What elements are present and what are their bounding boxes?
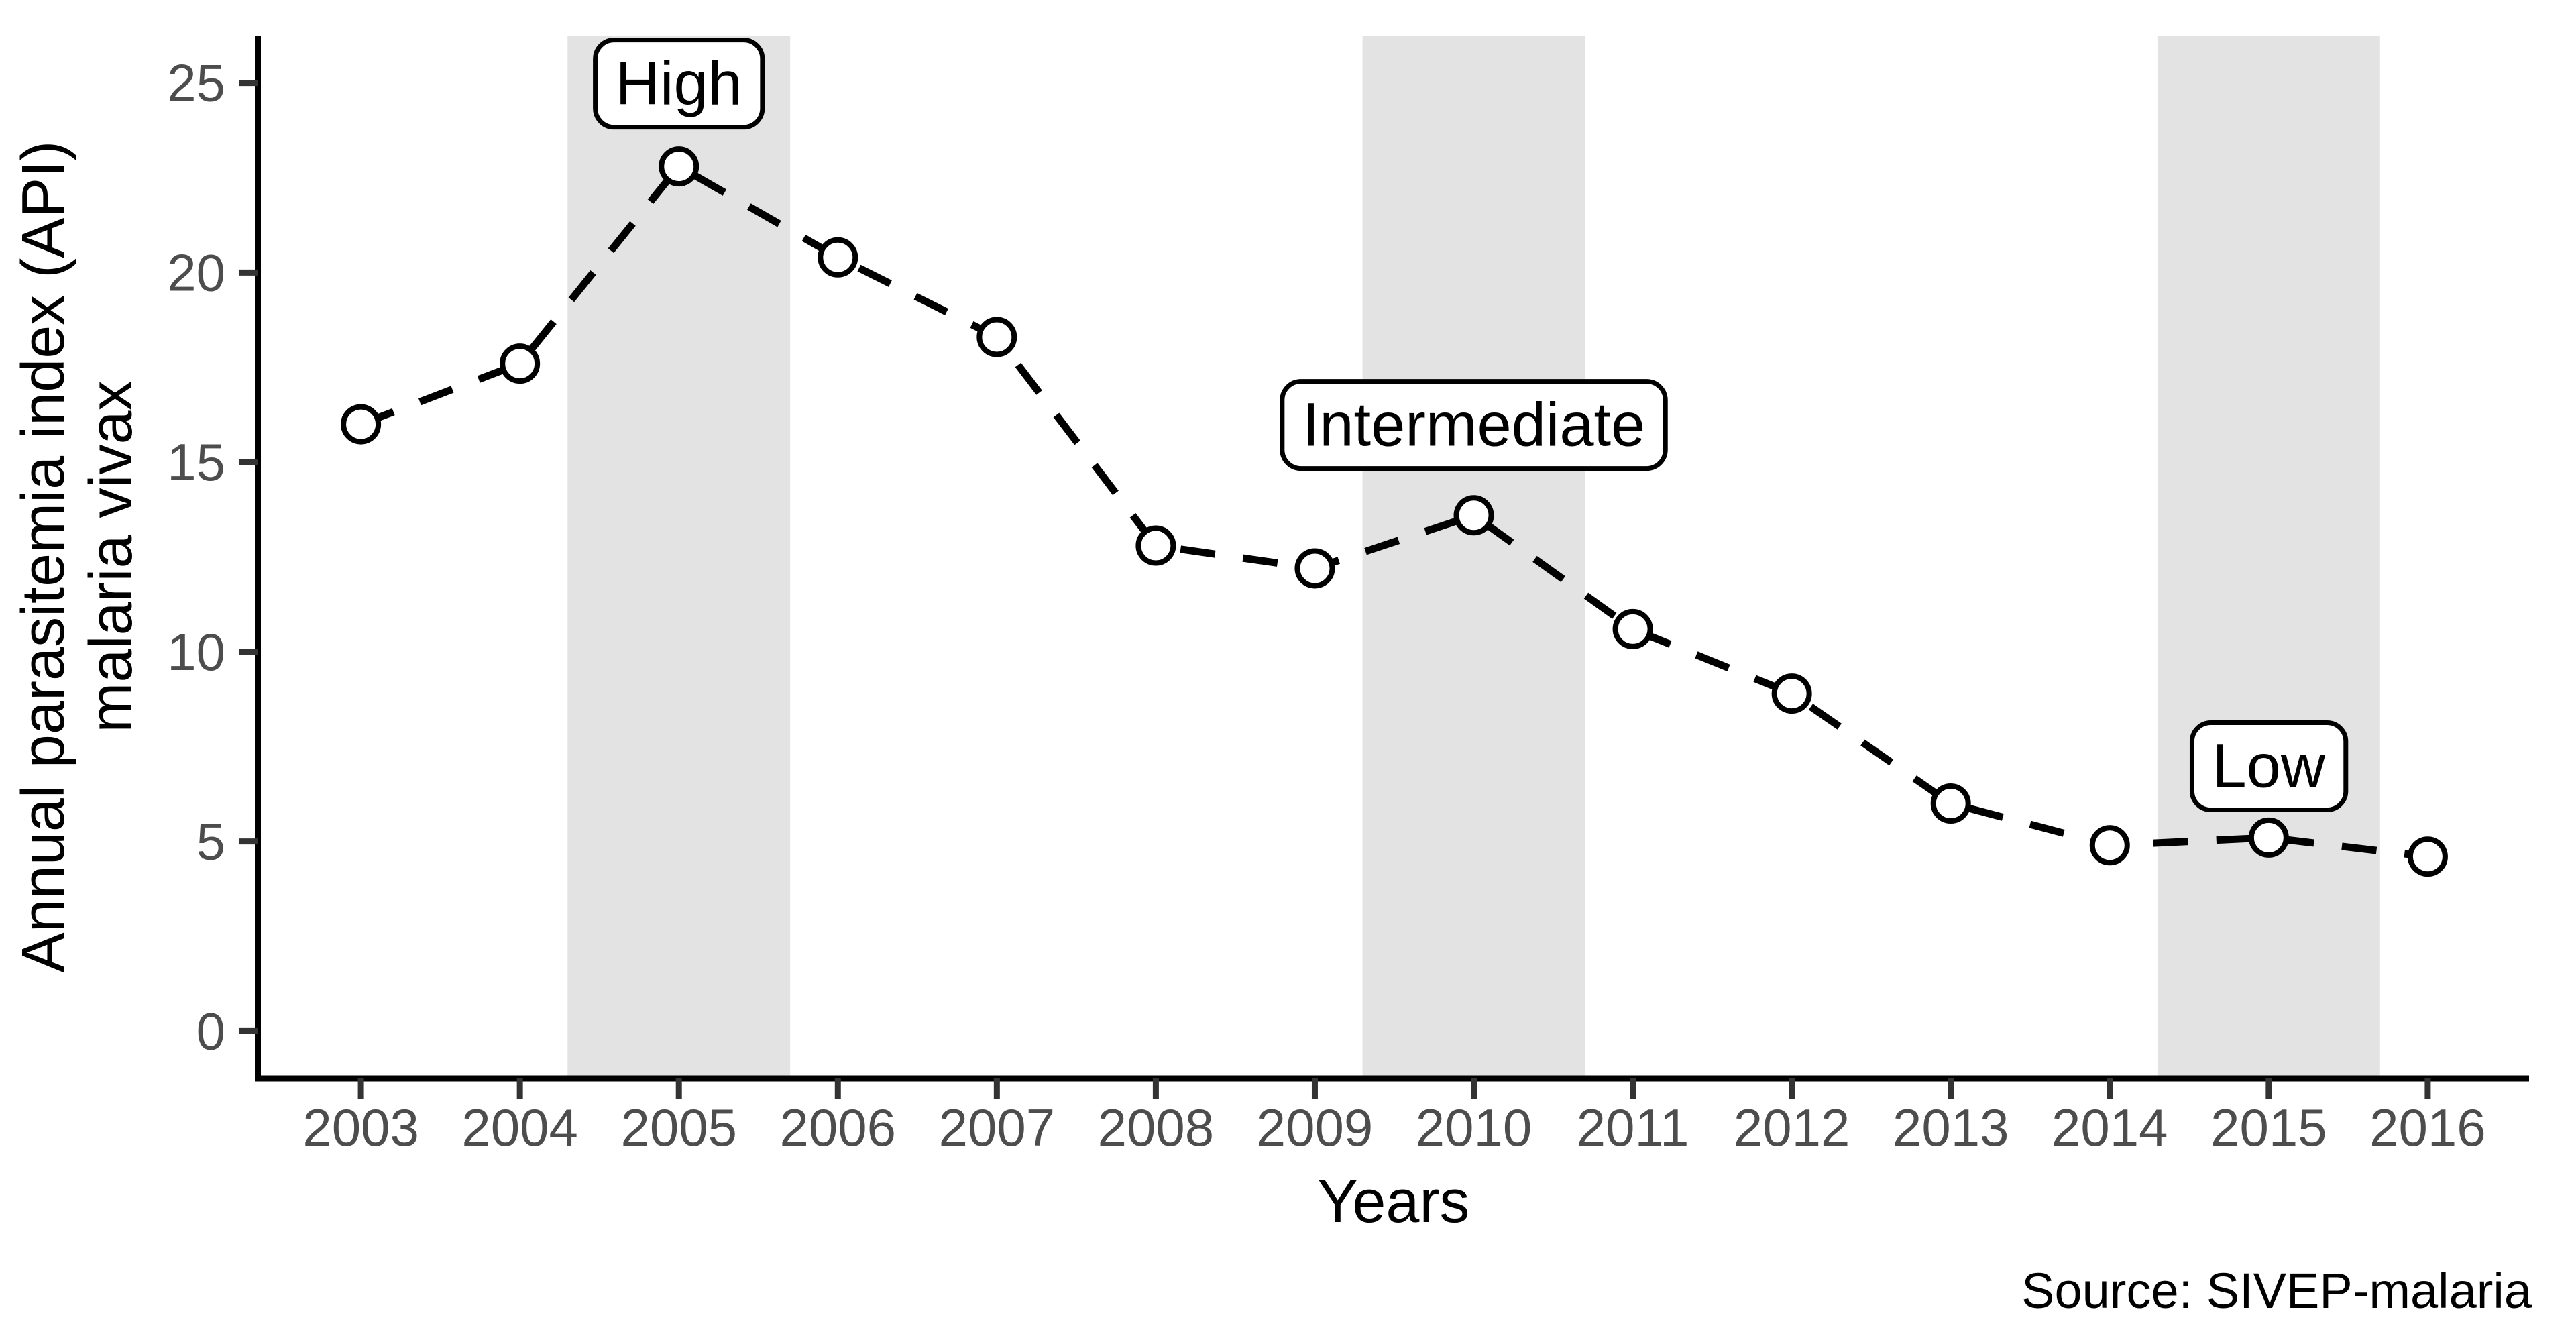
y-axis-title-line1: Annual parasitemia index (API): [10, 141, 77, 973]
x-axis-title: Years: [1318, 1168, 1470, 1235]
data-series: [341, 146, 2448, 877]
data-point-2007: [976, 317, 1017, 357]
axes: 0 5 10 15 20 25 2003 2004 2005 2006 2007 2008 2009 20…: [167, 36, 2529, 1157]
annotation-box-low: [2189, 720, 2349, 812]
x-tick-label: 2016: [2369, 1098, 2486, 1157]
x-tick-label: 2014: [2052, 1098, 2168, 1157]
data-point-2015: [2248, 817, 2289, 858]
data-point-2003: [341, 404, 382, 445]
y-tick-label: 10: [167, 622, 225, 681]
x-tick-label: 2009: [1257, 1098, 1374, 1157]
data-point-2016: [2407, 836, 2448, 877]
period-band-low: [2157, 36, 2380, 1078]
series-line: [359, 161, 2428, 860]
x-tick-label: 2013: [1893, 1098, 2009, 1157]
annotation-box-intermediate: [1280, 379, 1668, 471]
data-point-2005: [659, 146, 699, 187]
x-tick-label: 2015: [2210, 1098, 2327, 1157]
period-bands: [567, 36, 2380, 1078]
data-point-2012: [1771, 673, 1812, 714]
x-tick-label: 2003: [302, 1098, 419, 1157]
data-point-2006: [818, 237, 858, 278]
data-point-2010: [1453, 495, 1494, 536]
y-tick-label: 20: [167, 243, 225, 302]
data-point-2014: [2089, 825, 2130, 866]
x-tick-label: 2007: [939, 1098, 1056, 1157]
y-axis-title-line2: malaria vivax: [78, 380, 145, 732]
y-tick-label: 15: [167, 433, 225, 492]
annotation-label-high: High: [616, 50, 742, 118]
y-tick-label: 5: [197, 812, 225, 871]
x-tick-label: 2011: [1577, 1098, 1689, 1157]
annotation-label-low: Low: [2212, 732, 2325, 801]
y-tick-label: 25: [167, 54, 225, 113]
x-tick-label: 2012: [1734, 1098, 1850, 1157]
x-tick-label: 2010: [1416, 1098, 1532, 1157]
x-tick-label: 2006: [780, 1098, 897, 1157]
data-point-2009: [1294, 548, 1335, 589]
annotation-box-high: [593, 38, 765, 130]
period-band-intermediate: [1362, 36, 1585, 1078]
period-band-high: [567, 36, 791, 1078]
y-tick-label: 0: [197, 1001, 225, 1060]
annotation-label-intermediate: Intermediate: [1302, 391, 1645, 459]
x-tick-label: 2005: [620, 1098, 737, 1157]
data-point-2008: [1135, 525, 1176, 566]
x-tick-label: 2004: [461, 1098, 578, 1157]
data-point-2013: [1930, 783, 1971, 824]
x-tick-label: 2008: [1098, 1098, 1215, 1157]
annotations: High Intermediate Low: [593, 38, 2349, 812]
data-point-2011: [1612, 608, 1653, 649]
source-caption: Source: SIVEP-malaria: [2021, 1263, 2532, 1319]
data-point-2004: [500, 343, 541, 384]
